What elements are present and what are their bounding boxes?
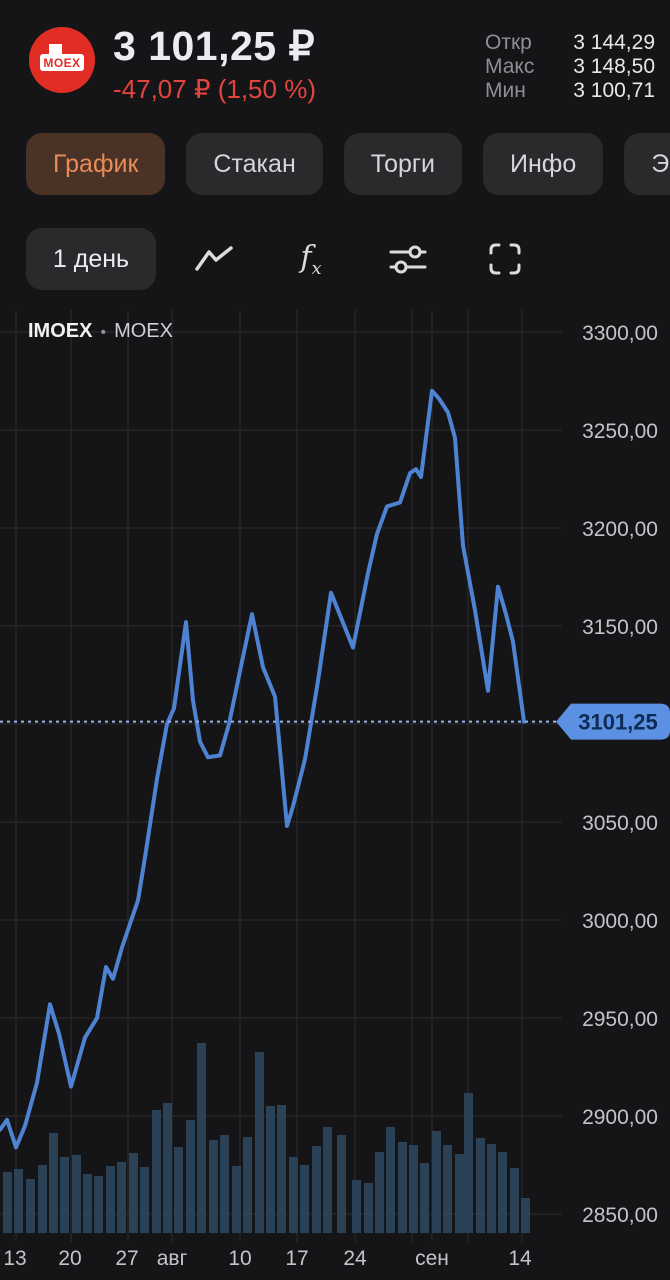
svg-text:27: 27 xyxy=(115,1247,138,1270)
svg-text:2900,00: 2900,00 xyxy=(582,1106,658,1129)
volume-bars xyxy=(3,1043,530,1233)
svg-text:24: 24 xyxy=(343,1247,367,1270)
price-change: -47,07 ₽ (1,50 %) xyxy=(113,74,316,104)
bullet-separator: • xyxy=(100,324,107,341)
svg-text:2950,00: 2950,00 xyxy=(582,1008,658,1031)
price-line xyxy=(0,388,526,1150)
svg-text:сен: сен xyxy=(415,1247,449,1270)
svg-text:3200,00: 3200,00 xyxy=(582,518,658,541)
tab-orderbook[interactable]: Стакан xyxy=(186,133,323,195)
timeframe-button[interactable]: 1 день xyxy=(26,228,156,290)
current-price: 3 101,25 ₽ xyxy=(113,23,316,69)
stat-high: Макс 3 148,50 xyxy=(485,55,655,78)
tab-clipped[interactable]: Э xyxy=(624,133,670,195)
svg-text:3300,00: 3300,00 xyxy=(582,322,658,345)
x-axis-labels: 13 20 27 авг 10 17 24 сен 14 xyxy=(3,1247,532,1270)
chart-toolbar: 1 день fx xyxy=(26,228,527,290)
tab-chart[interactable]: График xyxy=(26,133,166,195)
svg-text:3250,00: 3250,00 xyxy=(582,420,658,443)
stat-open: Откр 3 144,29 xyxy=(485,31,655,54)
svg-text:3101,25: 3101,25 xyxy=(578,710,658,735)
tab-trades[interactable]: Торги xyxy=(343,133,462,195)
indicators-fx-icon[interactable]: fx xyxy=(300,239,322,279)
grid-lines xyxy=(0,310,562,1242)
svg-text:10: 10 xyxy=(228,1247,251,1270)
svg-text:авг: авг xyxy=(157,1247,188,1270)
stat-low: Мин 3 100,71 xyxy=(485,79,655,102)
svg-text:13: 13 xyxy=(3,1247,26,1270)
svg-text:2850,00: 2850,00 xyxy=(582,1204,658,1227)
moex-logo-icon: MOEX xyxy=(29,27,95,93)
instrument-ticker: IMOEX xyxy=(28,320,93,342)
chart-canvas[interactable]: 3101,25 3300,00 3250,00 3200,00 3150,00 3050,… xyxy=(0,310,670,1280)
tab-info[interactable]: Инфо xyxy=(482,133,604,195)
section-tabs: График Стакан Торги Инфо Э xyxy=(26,133,670,195)
instrument-watermark: IMOEX • MOEX xyxy=(28,320,173,343)
svg-text:3150,00: 3150,00 xyxy=(582,616,658,639)
svg-text:3000,00: 3000,00 xyxy=(582,910,658,933)
y-axis-labels: 3300,00 3250,00 3200,00 3150,00 3050,00 3000,… xyxy=(582,322,658,1227)
price-chart[interactable]: IMOEX • MOEX 3101,25 3300,00 3250,00 3200,00 3… xyxy=(0,310,670,1280)
svg-text:17: 17 xyxy=(285,1247,308,1270)
ohl-stats: Откр 3 144,29 Макс 3 148,50 Мин 3 100,71 xyxy=(485,31,655,103)
svg-text:MOEX: MOEX xyxy=(43,56,80,70)
chart-settings-icon[interactable] xyxy=(386,237,430,281)
current-price-badge: 3101,25 xyxy=(556,703,670,740)
svg-text:14: 14 xyxy=(508,1247,532,1270)
fullscreen-icon[interactable] xyxy=(483,237,527,281)
line-style-icon[interactable] xyxy=(192,237,236,281)
svg-text:20: 20 xyxy=(58,1247,81,1270)
svg-text:3050,00: 3050,00 xyxy=(582,812,658,835)
exchange-name: MOEX xyxy=(114,320,173,342)
